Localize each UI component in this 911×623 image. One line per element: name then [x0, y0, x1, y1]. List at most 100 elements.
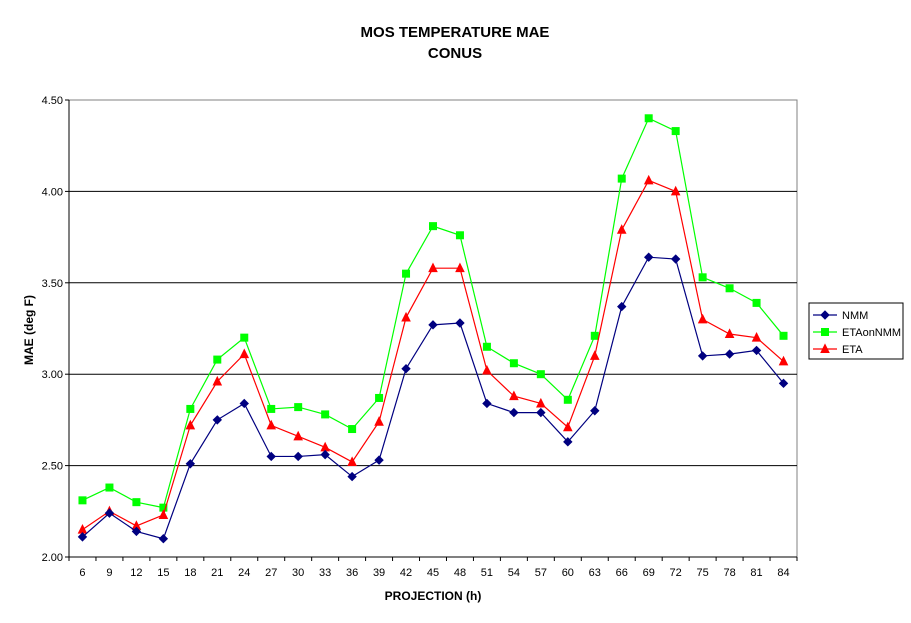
data-point	[321, 410, 330, 419]
data-point	[724, 328, 735, 338]
data-point	[455, 318, 465, 328]
data-point	[185, 459, 196, 469]
legend-marker	[821, 328, 829, 336]
legend-label: NMM	[842, 310, 868, 322]
data-point	[455, 262, 465, 273]
chart-subtitle: CONUS	[428, 45, 482, 62]
data-point	[778, 378, 789, 389]
x-tick-label: 30	[292, 567, 304, 579]
data-point	[617, 301, 627, 312]
data-point	[590, 331, 599, 340]
data-point	[402, 269, 411, 278]
data-point	[293, 451, 303, 462]
data-point	[482, 364, 492, 375]
x-tick-label: 27	[265, 567, 277, 579]
data-point	[698, 273, 707, 282]
x-tick-label: 72	[670, 567, 682, 579]
x-tick-label: 81	[750, 567, 762, 579]
x-tick-label: 24	[238, 567, 250, 579]
data-point	[320, 449, 330, 460]
data-point	[401, 364, 411, 374]
data-point	[509, 390, 519, 401]
data-point	[616, 224, 627, 234]
data-point	[563, 437, 573, 447]
data-point	[401, 311, 411, 322]
x-tick-label: 63	[589, 567, 601, 579]
y-axis: 2.00 2.50 3.00 3.50 4.00 4.50	[42, 95, 70, 564]
data-point	[482, 398, 492, 409]
data-point	[294, 403, 303, 412]
x-tick-label: 57	[535, 567, 547, 579]
series-etaonnmm	[78, 114, 788, 512]
data-point	[158, 534, 169, 544]
x-tick-label: 21	[211, 567, 223, 579]
x-tick-label: 45	[427, 567, 439, 579]
x-tick-label: 78	[723, 567, 735, 579]
data-point	[779, 331, 788, 340]
data-point	[185, 419, 196, 430]
data-point	[105, 483, 114, 492]
data-point	[643, 174, 654, 185]
data-point	[77, 532, 88, 542]
data-point	[239, 398, 249, 409]
data-point	[590, 406, 600, 416]
data-point	[536, 407, 546, 418]
data-point	[429, 222, 437, 231]
x-tick-label: 6	[79, 567, 85, 579]
data-point	[428, 262, 438, 273]
data-point	[347, 471, 357, 482]
data-point	[697, 351, 708, 361]
x-tick-label: 48	[454, 567, 466, 579]
data-point	[751, 332, 762, 342]
legend-item-nmm: NMM	[813, 310, 868, 322]
x-tick-label: 12	[130, 567, 142, 579]
data-point	[751, 345, 762, 356]
data-point	[212, 415, 223, 425]
data-point	[697, 313, 708, 324]
data-point	[617, 174, 626, 183]
data-point	[724, 349, 735, 359]
x-axis: 6 9 12 15 18 21 24 27 30 33 36 39 42 45 48 51 54 57 60 63 66…	[68, 556, 798, 579]
data-point	[266, 419, 277, 430]
data-point	[186, 404, 195, 413]
data-point	[536, 370, 545, 379]
y-tick-label: 2.00	[42, 552, 63, 564]
data-point	[725, 284, 734, 293]
x-tick-label: 60	[562, 567, 574, 579]
data-point	[267, 404, 276, 413]
x-tick-label: 42	[400, 567, 412, 579]
y-axis-label: MAE (deg F)	[22, 295, 36, 365]
x-tick-label: 15	[157, 567, 169, 579]
data-point	[455, 231, 464, 240]
data-point	[563, 395, 572, 404]
legend-label: ETA	[842, 344, 863, 356]
series-nmm	[77, 252, 789, 544]
data-point	[212, 375, 223, 386]
x-tick-label: 36	[346, 567, 358, 579]
data-point	[563, 421, 573, 432]
y-tick-label: 4.00	[42, 186, 63, 198]
data-point	[482, 342, 491, 351]
x-tick-label: 33	[319, 567, 331, 579]
x-tick-label: 69	[643, 567, 655, 579]
data-point	[752, 298, 761, 307]
legend-marker	[820, 310, 830, 320]
x-tick-label: 75	[697, 567, 709, 579]
data-point	[643, 252, 654, 262]
x-axis-label: PROJECTION (h)	[385, 589, 482, 603]
chart-title: MOS TEMPERATURE MAE	[361, 24, 550, 41]
data-point	[348, 425, 357, 434]
data-point	[78, 496, 87, 505]
data-point	[347, 456, 357, 466]
legend-item-eta: ETA	[813, 343, 863, 356]
data-point	[266, 451, 276, 462]
data-point	[213, 355, 222, 364]
y-tick-label: 3.00	[42, 369, 63, 381]
data-point	[104, 508, 115, 518]
legend-label: ETAonNMM	[842, 327, 901, 339]
data-point	[293, 430, 303, 441]
data-point	[132, 498, 141, 507]
data-point	[375, 393, 384, 402]
data-point	[778, 355, 789, 366]
